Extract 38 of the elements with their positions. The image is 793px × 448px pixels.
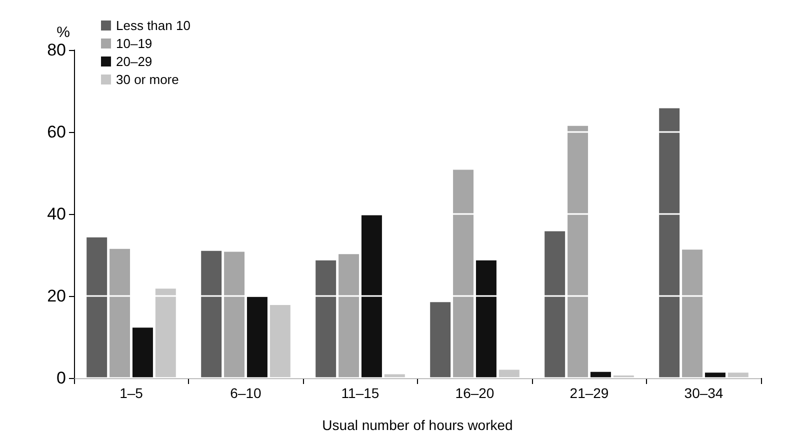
bar [659,108,680,378]
bar [132,328,153,378]
bar [498,370,520,378]
bar [338,254,360,378]
y-axis-title: % [56,24,70,41]
y-tick-label: 60 [47,122,66,142]
y-tick-label: 80 [47,40,66,60]
bar [270,305,290,378]
x-tick-label: 11–15 [341,385,380,401]
bar [728,372,748,378]
y-tick-label: 40 [47,204,66,224]
bar [453,170,474,378]
legend-label: 30 or more [116,72,179,87]
y-tick-label: 20 [47,286,66,306]
bar [110,248,130,378]
legend-label: Less than 10 [116,18,190,33]
x-tick-label: 6–10 [230,385,262,401]
bar [544,231,566,378]
x-tick-label: 16–20 [455,385,494,401]
bar [246,296,268,378]
bar [155,288,176,378]
x-axis-title: Usual number of hours worked [322,417,513,433]
bar [316,260,336,378]
bar [430,302,451,378]
legend-label: 10–19 [116,36,152,51]
bar [704,372,726,378]
bar [476,260,496,378]
bar [224,252,245,378]
x-tick-label: 1–5 [120,385,144,401]
bar [682,250,703,378]
bar [568,126,588,378]
legend-label: 20–29 [116,54,152,69]
bar [361,215,382,378]
y-tick-label: 0 [56,368,66,388]
x-tick-label: 21–29 [570,385,609,401]
x-tick-label: 30–34 [684,385,724,401]
bar [86,237,108,378]
bar [201,250,222,378]
